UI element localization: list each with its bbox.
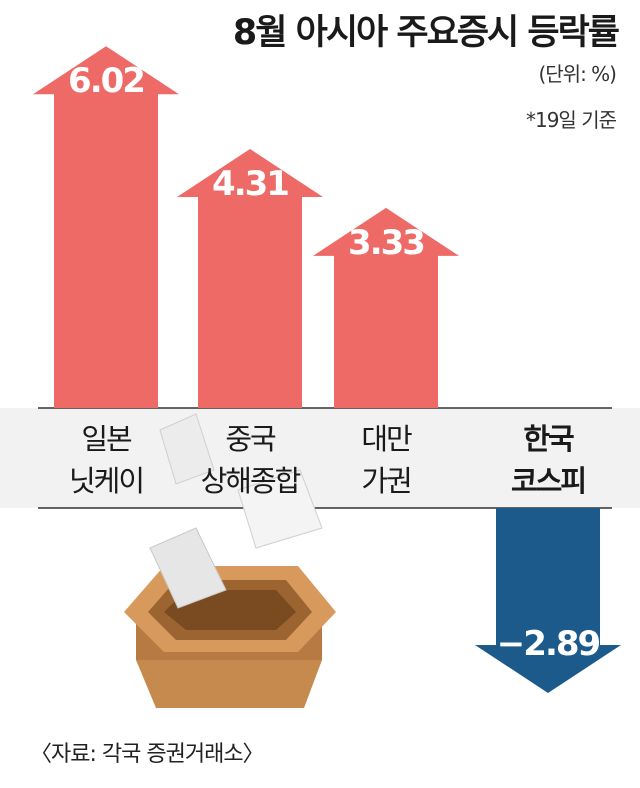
category-label-4-line-1: 한국 (523, 422, 574, 456)
unit-label: (단위: %) (538, 62, 617, 86)
date-note: *19일 기준 (525, 108, 617, 132)
value-labels: 6.02 4.31 3.33 −2.89 (68, 61, 601, 664)
value-label-2: 4.31 (212, 164, 288, 204)
value-label-1: 6.02 (68, 61, 144, 101)
category-band (0, 408, 640, 508)
ballot-papers (149, 413, 323, 609)
bar-arrow-2 (177, 148, 323, 408)
category-label-2-line-2: 상해종합 (201, 464, 301, 498)
category-label-1-line-2: 닛케이 (69, 464, 143, 498)
category-label-1-line-1: 일본 (81, 422, 132, 456)
category-label-2-line-1: 중국 (225, 422, 276, 456)
category-label-3-line-1: 대만 (361, 422, 412, 456)
bar-arrow-3 (313, 207, 459, 408)
category-label-3-line-2: 가권 (361, 464, 410, 498)
bar-arrow-1 (33, 46, 179, 409)
chart-title: 8월 아시아 주요증시 등락률 (232, 13, 620, 53)
category-label-4-line-2: 코스피 (511, 464, 585, 498)
value-label-4: −2.89 (497, 624, 600, 664)
bars (33, 46, 621, 693)
source-label: 〈자료: 각국 증권거래소〉 (30, 742, 265, 767)
value-label-3: 3.33 (348, 223, 424, 263)
ballot-box-illustration (124, 566, 336, 708)
bar-arrow-4 (475, 508, 621, 693)
